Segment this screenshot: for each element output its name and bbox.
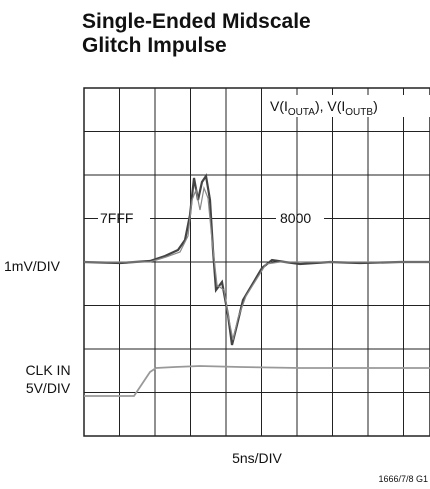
title-line: Glitch Impulse bbox=[82, 34, 227, 57]
code-label: 7FFF bbox=[100, 210, 133, 226]
glitch-trace bbox=[84, 185, 430, 341]
code-label: 8000 bbox=[280, 210, 311, 226]
clock-trace bbox=[84, 365, 430, 397]
figure-id: 1666/7/8 G1 bbox=[378, 474, 428, 484]
label-bg bbox=[266, 95, 430, 117]
y-scale-label: CLK IN bbox=[25, 362, 70, 378]
title-line: Single-Ended Midscale bbox=[82, 10, 311, 33]
glitch-trace bbox=[83, 173, 430, 346]
x-scale-label: 5ns/DIV bbox=[232, 450, 282, 466]
grid bbox=[83, 87, 430, 437]
trace-label: V(IOUTA), V(IOUTB) bbox=[270, 98, 378, 118]
y-scale-label: 1mV/DIV bbox=[4, 258, 61, 274]
y-scale-label: 5V/DIV bbox=[26, 380, 71, 396]
